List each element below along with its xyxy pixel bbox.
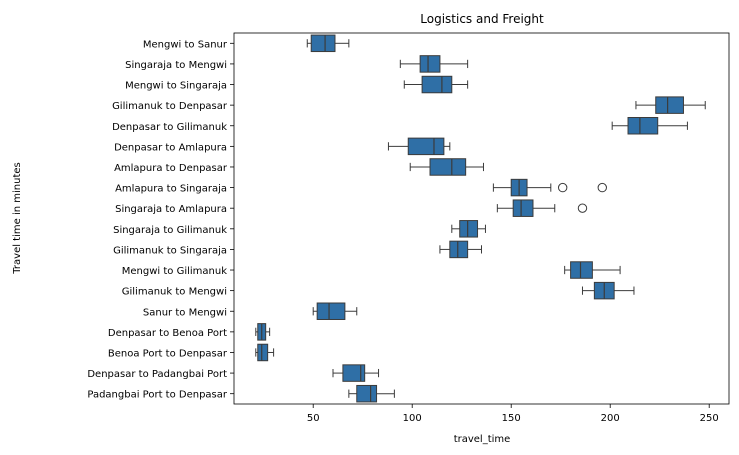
box	[316, 302, 346, 320]
box	[570, 261, 593, 279]
box-group	[409, 158, 484, 176]
box	[342, 364, 366, 382]
outlier-point	[577, 203, 588, 213]
y-tick-label: Gilimanuk to Mengwi	[122, 287, 227, 298]
y-axis-label: Travel time in minutes	[12, 162, 23, 274]
x-tick-label: 150	[502, 413, 521, 424]
y-tick-label: Denpasar to Padangbai Port	[87, 369, 227, 380]
box-group	[312, 302, 358, 320]
box-group	[635, 96, 706, 114]
box-group	[255, 323, 271, 341]
box-group	[581, 281, 635, 300]
x-tick-label: 50	[307, 413, 320, 424]
y-tick-label: Singaraja to Mengwi	[125, 60, 227, 71]
box-group	[399, 55, 469, 73]
box	[419, 55, 441, 73]
plot-area	[255, 34, 706, 403]
box	[655, 96, 684, 114]
box-group	[306, 34, 350, 53]
outlier-point	[557, 182, 568, 193]
x-tick-label: 250	[700, 413, 719, 424]
y-tick-label: Mengwi to Singaraja	[125, 81, 227, 92]
box	[421, 75, 453, 94]
box-group	[403, 75, 469, 94]
y-tick-label: Gilimanuk to Singaraja	[113, 245, 227, 256]
box-group	[439, 240, 482, 259]
box	[627, 117, 659, 135]
y-tick-label: Gilimanuk to Denpasar	[112, 101, 228, 112]
box-group	[611, 117, 688, 135]
plot-frame	[233, 32, 730, 405]
x-tick-label: 200	[601, 413, 620, 424]
box	[449, 240, 469, 259]
box	[459, 220, 479, 238]
y-tick-label: Benoa Port to Denpasar	[108, 348, 228, 359]
box-group	[492, 178, 607, 197]
y-tick-label: Mengwi to Sanur	[143, 39, 228, 50]
box-group	[332, 364, 380, 382]
y-tick-label: Mengwi to Gilimanuk	[122, 266, 227, 277]
box	[429, 158, 467, 176]
box-group	[564, 261, 621, 279]
chart-title: Logistics and Freight	[420, 12, 544, 26]
y-tick-label: Amlapura to Denpasar	[114, 163, 228, 174]
y-tick-label: Denpasar to Amlapura	[114, 142, 227, 153]
y-tick-label: Singaraja to Amlapura	[115, 204, 227, 215]
box	[310, 34, 336, 53]
box-group	[387, 137, 451, 156]
box-group	[496, 199, 588, 217]
x-tick-label: 100	[403, 413, 422, 424]
box-group	[255, 343, 275, 362]
y-tick-label: Sanur to Mengwi	[143, 307, 227, 318]
box	[407, 137, 445, 156]
x-axis-label: travel_time	[454, 434, 511, 445]
outlier-point	[597, 182, 607, 193]
box	[356, 384, 378, 403]
y-tick-label: Singaraja to Gilimanuk	[113, 225, 227, 236]
y-tick-label: Amlapura to Singaraja	[115, 184, 227, 195]
y-tick-label: Padangbai Port to Denpasar	[87, 390, 228, 401]
box-group	[348, 384, 395, 403]
box	[512, 199, 534, 217]
box-group	[451, 220, 486, 238]
y-tick-label: Denpasar to Benoa Port	[108, 328, 227, 339]
box	[257, 343, 269, 362]
y-tick-label: Denpasar to Gilimanuk	[112, 122, 227, 133]
